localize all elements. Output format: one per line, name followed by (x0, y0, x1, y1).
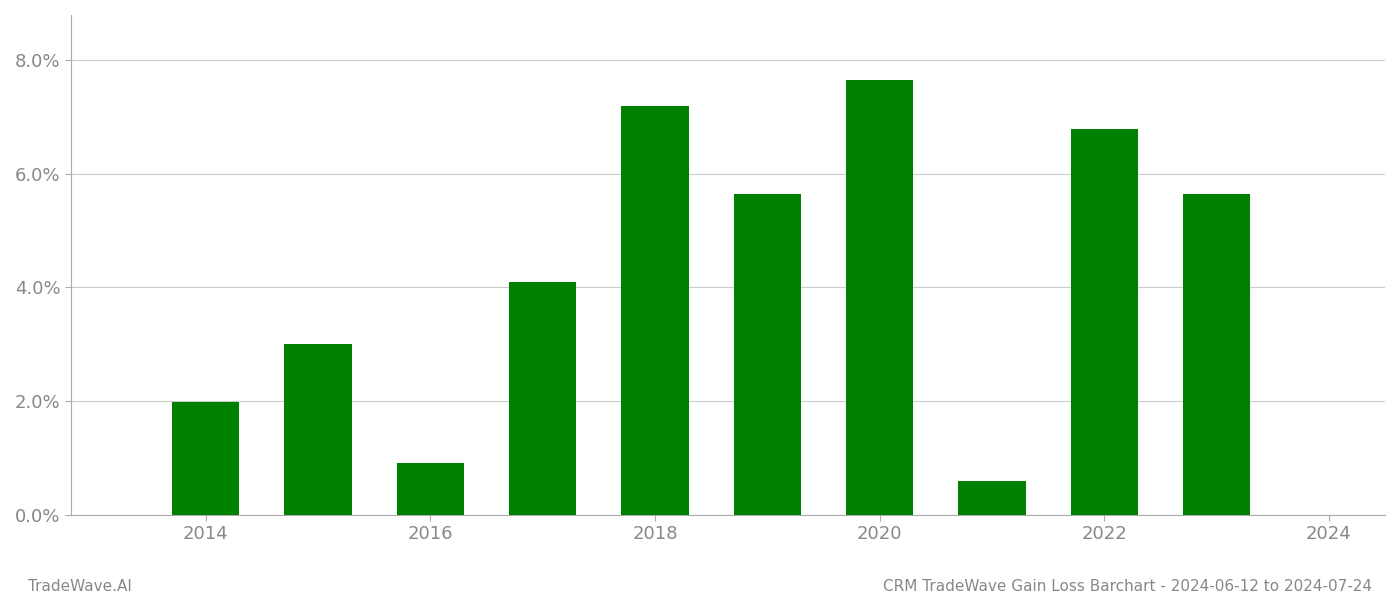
Bar (846, 80, 913, 515)
Bar (172, 402, 239, 515)
Bar (734, 194, 801, 515)
Text: CRM TradeWave Gain Loss Barchart - 2024-06-12 to 2024-07-24: CRM TradeWave Gain Loss Barchart - 2024-… (883, 579, 1372, 594)
Bar (1071, 128, 1138, 515)
Bar (510, 282, 577, 515)
Bar (958, 481, 1026, 515)
Text: TradeWave.AI: TradeWave.AI (28, 579, 132, 594)
Bar (1183, 194, 1250, 515)
Bar (396, 463, 465, 515)
Bar (284, 344, 351, 515)
Bar (622, 106, 689, 515)
